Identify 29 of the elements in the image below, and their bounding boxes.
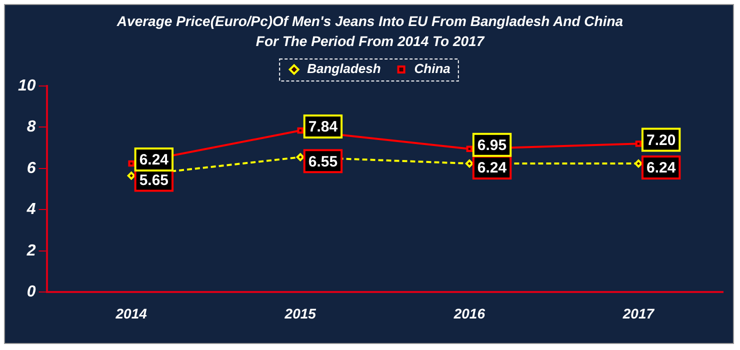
y-tick-label: 2 xyxy=(26,242,36,260)
data-label: 5.65 xyxy=(139,172,169,189)
data-label: 6.24 xyxy=(477,160,508,177)
point xyxy=(296,153,304,162)
point xyxy=(634,160,642,168)
chart-title: Average Price(Euro/Pc)Of Men's Jeans Into EU From Bangladesh And China For The Period From 2014 To 2017 xyxy=(116,12,624,51)
point xyxy=(635,140,642,147)
data-label: 6.55 xyxy=(308,153,338,170)
point xyxy=(127,172,136,180)
data-label: 6.24 xyxy=(646,160,676,177)
y-tick-label: 4 xyxy=(26,201,36,218)
legend-label: Bangladesh xyxy=(307,61,381,76)
point xyxy=(297,127,304,134)
point xyxy=(465,160,474,168)
y-tick-label: 0 xyxy=(26,284,36,301)
y-tick-label: 10 xyxy=(18,77,36,94)
x-tick-label: 2015 xyxy=(284,305,316,322)
x-tick-label: 2017 xyxy=(622,305,656,322)
point xyxy=(128,160,134,167)
data-label: 7.20 xyxy=(646,132,676,149)
point xyxy=(466,146,473,152)
y-tick-label: 6 xyxy=(26,160,36,177)
data-label: 7.84 xyxy=(308,118,338,136)
x-tick-label: 2014 xyxy=(114,305,148,322)
data-label: 6.24 xyxy=(139,152,170,169)
data-label: 6.95 xyxy=(477,137,507,154)
legend-label: China xyxy=(414,61,450,76)
y-tick-label: 8 xyxy=(26,118,36,136)
x-tick-label: 2016 xyxy=(452,305,486,322)
